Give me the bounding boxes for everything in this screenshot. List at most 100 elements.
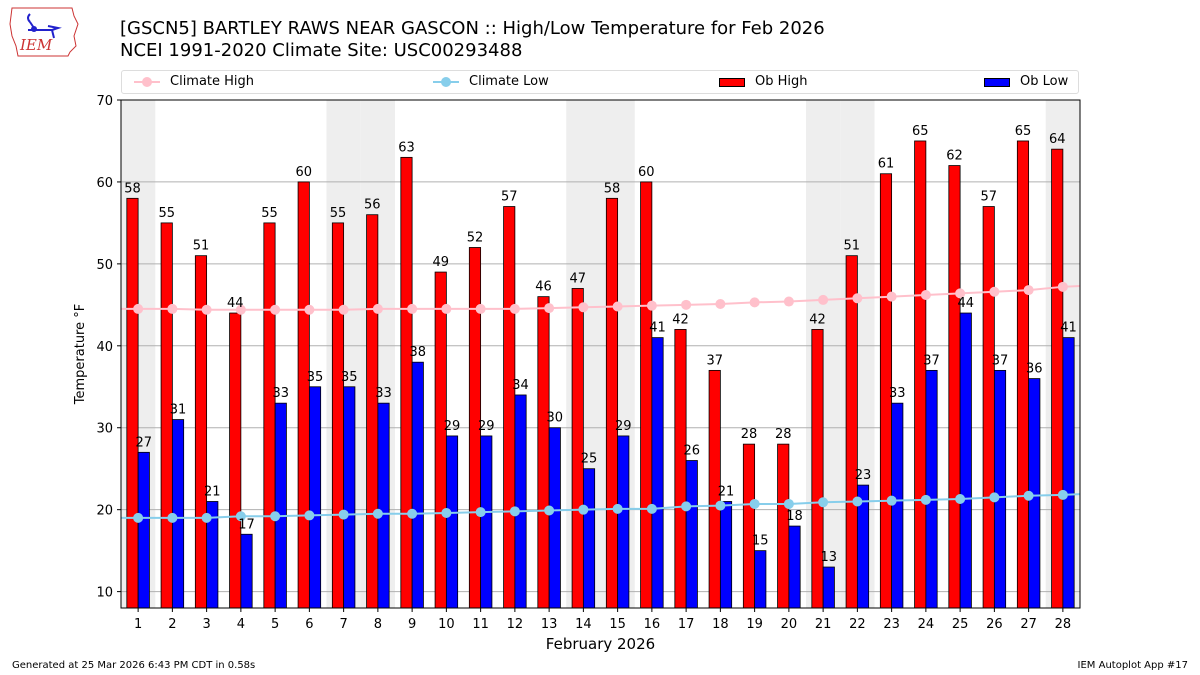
x-tick-label: 26: [986, 617, 1003, 632]
ob-low-bar: [206, 501, 219, 609]
ob-low-label: 29: [615, 419, 632, 434]
climate-high-point: [1057, 281, 1068, 292]
climate-low-point: [578, 504, 589, 515]
ob-low-label: 35: [307, 370, 324, 385]
ob-high-label: 65: [912, 124, 929, 139]
y-tick-label: 50: [96, 258, 113, 273]
ob-high-bar: [126, 197, 139, 609]
ob-high-label: 28: [741, 427, 758, 442]
climate-high-point: [304, 304, 315, 315]
x-tick-label: 3: [202, 617, 210, 632]
x-tick-label: 21: [815, 617, 832, 632]
ob-low-label: 38: [410, 345, 427, 360]
x-tick-label: 25: [952, 617, 969, 632]
climate-high-point: [818, 294, 829, 305]
ob-low-label: 21: [718, 484, 735, 499]
climate-high-point: [852, 293, 863, 304]
climate-high-point: [407, 303, 418, 314]
ob-high-bar: [1051, 148, 1064, 609]
ob-low-label: 17: [238, 517, 255, 532]
footer-generated: Generated at 25 Mar 2026 6:43 PM CDT in …: [12, 660, 256, 671]
ob-low-label: 36: [1026, 362, 1043, 377]
climate-high-point: [509, 303, 520, 314]
chart-subtitle: NCEI 1991-2020 Climate Site: USC00293488: [120, 40, 523, 61]
ob-low-label: 23: [855, 468, 872, 483]
ob-low-swatch-icon: [984, 77, 1010, 87]
climate-low-line: [121, 493, 1081, 519]
ob-high-bar: [263, 222, 276, 609]
ob-high-label: 42: [809, 312, 826, 327]
ob-low-bar: [274, 402, 287, 609]
logo-text: IEM: [19, 36, 53, 54]
climate-high-point: [955, 288, 966, 299]
ob-low-bar: [411, 361, 424, 609]
climate-high-point: [167, 303, 178, 314]
climate-low-point: [886, 495, 897, 506]
ob-high-bar: [194, 255, 208, 609]
ob-high-label: 64: [1049, 132, 1066, 147]
climate-high-point: [270, 304, 281, 315]
ob-high-bar: [297, 181, 310, 609]
climate-low-point: [989, 492, 1000, 503]
ob-high-label: 58: [124, 181, 141, 196]
x-tick-label: 20: [781, 617, 798, 632]
x-tick-label: 18: [712, 617, 729, 632]
ob-low-label: 26: [684, 444, 701, 459]
climate-low-point: [201, 512, 212, 523]
ob-high-label: 55: [261, 206, 278, 221]
ob-high-label: 46: [535, 280, 552, 295]
ob-low-label: 44: [958, 296, 975, 311]
ob-high-label: 28: [775, 427, 792, 442]
ob-low-label: 34: [512, 378, 529, 393]
ob-high-bar: [1016, 140, 1030, 609]
footer-app: IEM Autoplot App #17: [1077, 660, 1188, 671]
ob-high-bar: [229, 312, 242, 609]
ob-high-label: 62: [946, 149, 963, 164]
plot-frame: [120, 99, 1081, 609]
weekend-shade: [566, 100, 601, 608]
x-tick-label: 14: [575, 617, 592, 632]
climate-low-point: [1023, 490, 1034, 501]
ob-low-bar: [137, 451, 150, 609]
climate-high-point: [578, 302, 589, 313]
weekend-shade: [360, 100, 395, 608]
climate-high-point: [989, 286, 1000, 297]
ob-low-label: 41: [1060, 321, 1077, 336]
ob-high-swatch-icon: [719, 77, 745, 87]
climate-low-point: [681, 501, 692, 512]
weekend-shade: [326, 100, 361, 608]
ob-high-bar: [948, 165, 961, 609]
climate-high-point: [1023, 285, 1034, 296]
ob-low-label: 35: [341, 370, 358, 385]
ob-low-label: 15: [752, 534, 769, 549]
ob-low-bar: [856, 484, 870, 609]
climate-low-point: [783, 498, 794, 509]
ob-low-bar: [343, 386, 356, 609]
y-tick-label: 10: [96, 586, 113, 601]
ob-high-label: 42: [672, 312, 689, 327]
climate-low-point: [646, 503, 657, 514]
ob-high-bar: [571, 288, 584, 609]
ob-low-bar: [1062, 337, 1075, 609]
ob-low-bar: [377, 402, 390, 609]
ob-low-bar: [548, 427, 561, 609]
weekend-shade: [806, 100, 841, 608]
ob-low-label: 25: [581, 452, 598, 467]
legend-ob-high: Ob High: [719, 74, 808, 90]
ob-low-bar: [788, 525, 801, 609]
climate-low-point: [372, 508, 383, 519]
ob-high-bar: [503, 206, 516, 609]
x-tick-label: 19: [746, 617, 763, 632]
ob-low-label: 41: [649, 321, 666, 336]
ob-high-bar: [331, 222, 345, 609]
ob-low-label: 18: [786, 509, 803, 524]
weekend-shade: [1045, 100, 1080, 608]
weekend-shade: [840, 100, 875, 608]
climate-high-point: [441, 303, 452, 314]
ob-high-label: 56: [364, 198, 381, 213]
climate-high-point: [235, 304, 246, 315]
legend-label: Climate High: [170, 74, 255, 89]
ob-low-bar: [171, 419, 185, 609]
weekend-shade: [121, 100, 156, 608]
climate-low-point: [133, 512, 144, 523]
